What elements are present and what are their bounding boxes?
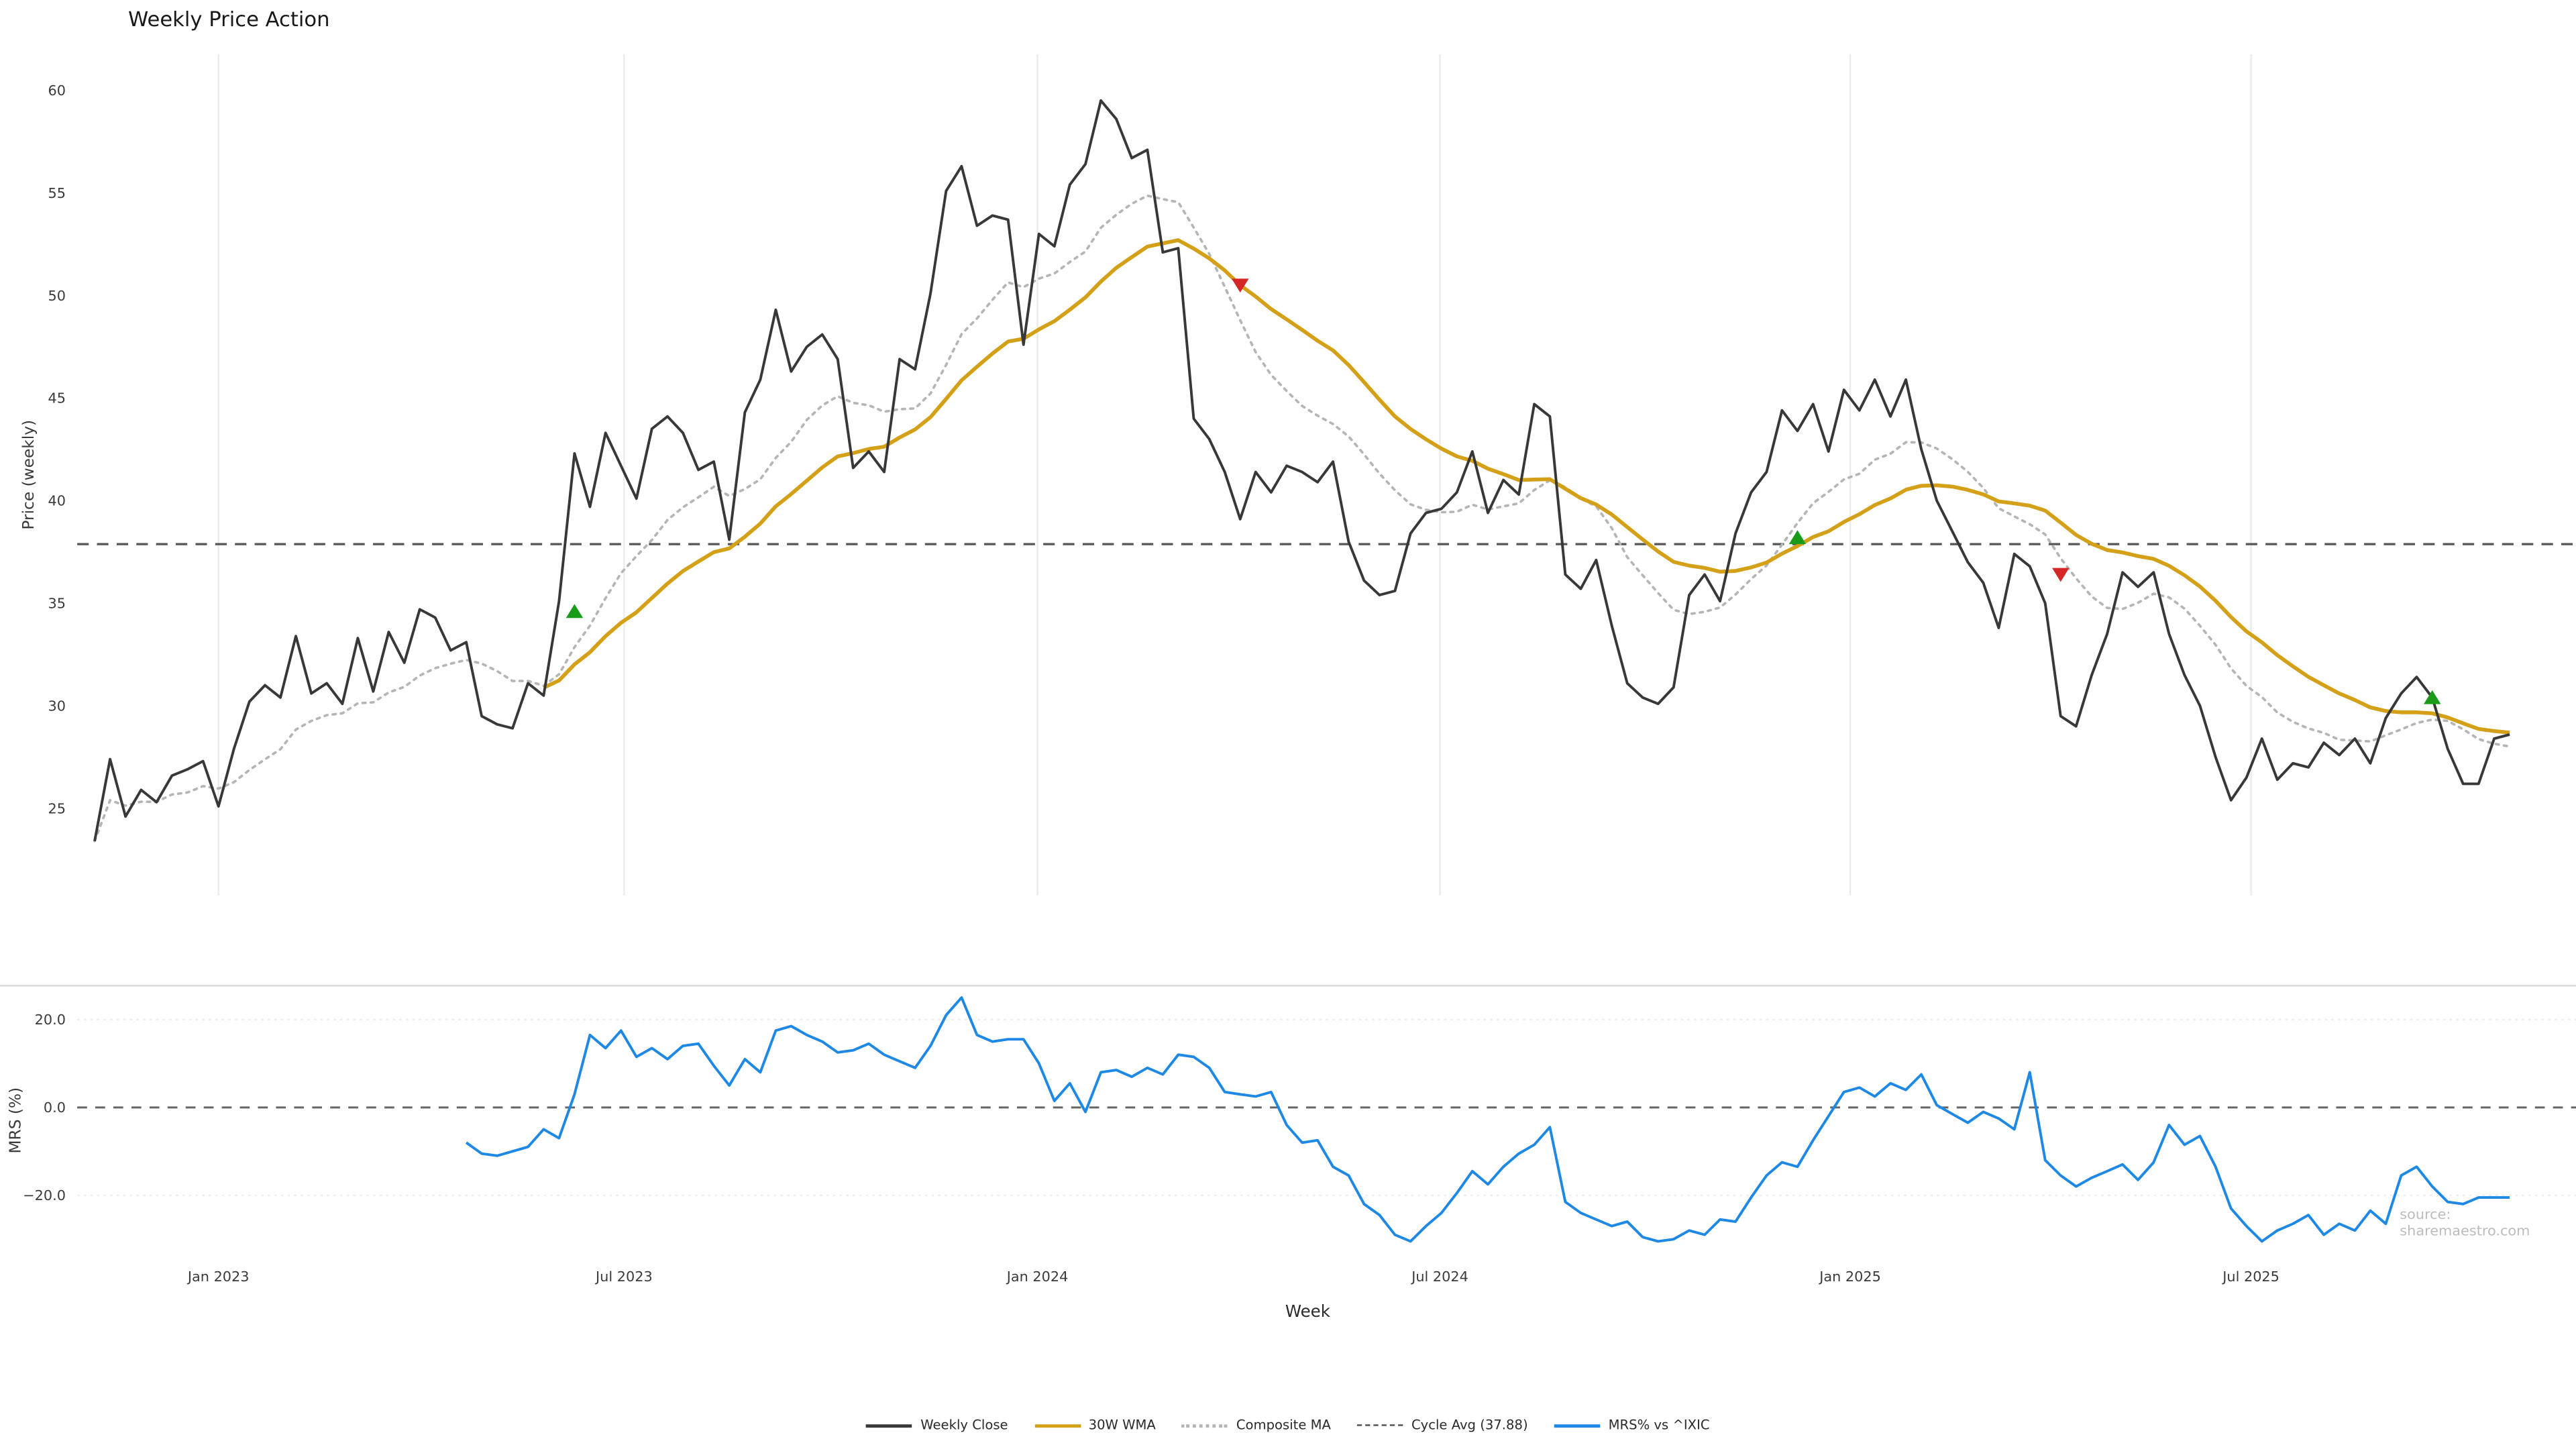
buy-signal-marker	[1788, 530, 1807, 545]
legend: Weekly Close 30W WMA Composite MA Cycle Avg…	[0, 1417, 2576, 1433]
x-tick-label: Jan 2023	[186, 1269, 250, 1285]
legend-item: Composite MA	[1182, 1417, 1331, 1433]
buy-signal-marker	[566, 604, 584, 619]
x-tick-label: Jul 2023	[594, 1269, 653, 1285]
cycle-avg-line-swatch	[1357, 1424, 1403, 1426]
price-y-tick-label: 35	[48, 596, 65, 612]
legend-item: Cycle Avg (37.88)	[1357, 1417, 1528, 1433]
legend-label: Composite MA	[1236, 1417, 1331, 1433]
price-y-tick-label: 30	[48, 698, 65, 714]
sell-signal-marker	[2052, 568, 2070, 582]
chart-title: Weekly Price Action	[128, 6, 330, 32]
buy-signal-marker	[2423, 690, 2441, 704]
legend-label: 30W WMA	[1088, 1417, 1156, 1433]
x-tick-label: Jan 2025	[1818, 1269, 1881, 1285]
wma-line	[543, 238, 2510, 735]
x-tick-label: Jan 2024	[1006, 1269, 1069, 1285]
source-watermark: source: sharemaestro.com	[2400, 1208, 2530, 1240]
x-tick-label: Jul 2025	[2221, 1269, 2279, 1285]
legend-label: Weekly Close	[920, 1417, 1008, 1433]
price-y-axis-label: Price (weekly)	[20, 419, 39, 530]
mrs-y-tick-label: 0.0	[44, 1099, 66, 1116]
composite-ma-line-swatch	[1182, 1424, 1228, 1427]
weekly-close-line-swatch	[866, 1424, 913, 1427]
wma-line-swatch	[1034, 1424, 1081, 1427]
mrs-y-tick-label: −20.0	[23, 1187, 66, 1203]
price-y-tick-label: 50	[48, 288, 65, 304]
weekly-close-line	[93, 99, 2510, 842]
sell-signal-marker	[1232, 278, 1249, 293]
x-tick-label: Jul 2024	[1410, 1269, 1468, 1285]
price-y-tick-label: 45	[48, 390, 65, 407]
mrs-y-tick-label: 20.0	[35, 1012, 66, 1028]
legend-item: MRS% vs ^IXIC	[1554, 1417, 1710, 1433]
mrs-line-swatch	[1554, 1424, 1601, 1427]
mrs-line	[465, 996, 2510, 1243]
price-y-tick-label: 55	[48, 185, 65, 201]
price-y-tick-label: 60	[48, 83, 65, 99]
price-y-tick-label: 40	[48, 493, 65, 509]
legend-label: MRS% vs ^IXIC	[1608, 1417, 1710, 1433]
legend-label: Cycle Avg (37.88)	[1411, 1417, 1528, 1433]
composite-ma-line	[93, 194, 2511, 843]
legend-item: 30W WMA	[1034, 1417, 1156, 1433]
mrs-y-axis-label: MRS (%)	[7, 1087, 25, 1154]
legend-item: Weekly Close	[866, 1417, 1008, 1433]
price-y-tick-label: 25	[48, 800, 65, 816]
x-axis-label: Week	[1285, 1303, 1330, 1322]
